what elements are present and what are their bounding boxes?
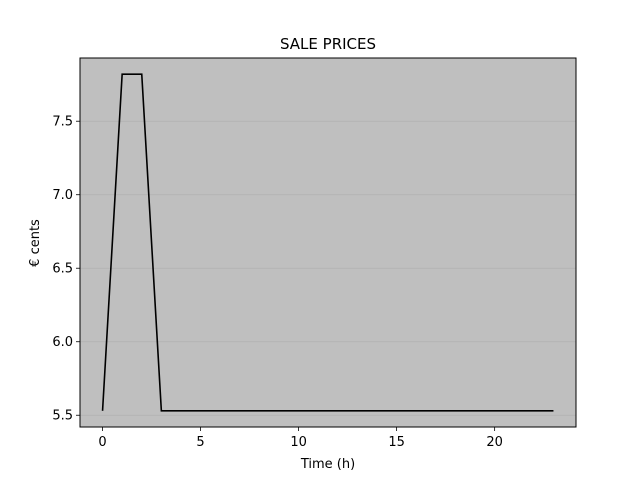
plot-frame: [79, 57, 577, 428]
chart-title: SALE PRICES: [280, 35, 376, 53]
y-axis: 5.5 6.0 6.5 7.0 7.5: [52, 115, 80, 424]
plot-area: [80, 58, 576, 427]
y-tick-label-1: 6.0: [52, 335, 73, 350]
y-tick-label-4: 7.5: [52, 115, 73, 130]
x-tick-label-3: 15: [388, 435, 405, 450]
x-tick-label-4: 20: [486, 435, 503, 450]
x-tick-label-2: 10: [290, 435, 307, 450]
y-tick-label-3: 7.0: [52, 188, 73, 203]
grid-lines: [80, 120, 576, 416]
y-axis-label: € cents: [28, 219, 43, 267]
y-tick-label-0: 5.5: [52, 409, 73, 424]
x-tick-label-0: 0: [98, 435, 106, 450]
x-axis-label: Time (h): [300, 457, 355, 472]
series-line-0: [101, 73, 554, 412]
y-tick-label-2: 6.5: [52, 262, 73, 277]
series-layer: [101, 73, 554, 412]
x-axis: 0 5 10 15 20: [98, 427, 503, 450]
x-tick-label-1: 5: [196, 435, 204, 450]
